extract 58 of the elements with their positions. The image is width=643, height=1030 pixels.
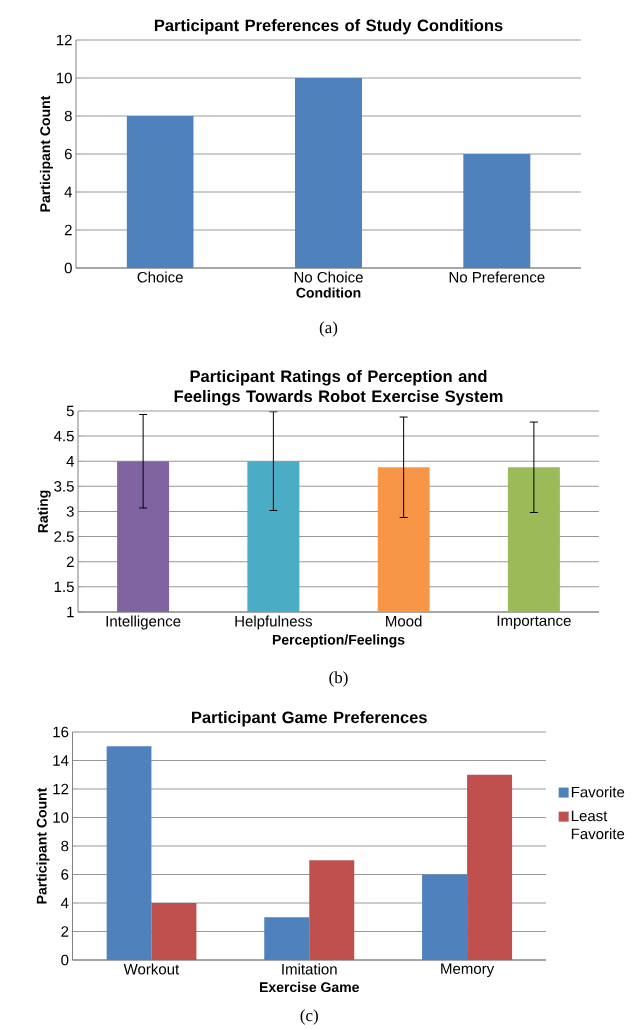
bar	[467, 774, 513, 960]
bar	[151, 903, 197, 960]
y-tick-label: 1.5	[54, 581, 74, 593]
legend-label: Favorite	[571, 786, 625, 798]
x-tick-label: Importance	[497, 615, 571, 629]
text: (b)	[329, 671, 348, 687]
y-tick-label: 14	[53, 755, 69, 766]
y-tick-label: 16	[53, 726, 69, 738]
chart-title: Participant Ratings of Perception and Feelings Towards Robot Exercise System	[174, 370, 503, 406]
y-tick-label: 12	[56, 34, 72, 46]
y-tick-label: 8	[61, 840, 69, 852]
y-tick-label: 2	[61, 926, 69, 937]
bar	[309, 860, 355, 960]
x-tick-label: No Preference	[449, 271, 545, 283]
y-tick-label: 2.5	[54, 531, 74, 542]
y-tick-label: 6	[61, 869, 69, 880]
y-tick-label: 10	[56, 72, 72, 84]
y-tick-label: 4.5	[53, 430, 74, 442]
y-tick-label: 1	[67, 606, 74, 618]
y-tick-label: 8	[64, 110, 72, 122]
y-tick-label: 4	[64, 186, 73, 198]
y-tick-label: 6	[64, 148, 72, 160]
y-tick-label: 4	[66, 456, 75, 467]
chart-title: Participant Game Preferences	[192, 711, 427, 727]
x-tick-label: Helpfulness	[235, 615, 312, 630]
bar	[126, 115, 194, 268]
x-tick-label: Workout	[123, 963, 180, 975]
bar	[422, 874, 468, 960]
x-tick-label: Memory	[441, 963, 495, 977]
text: (c)	[300, 1009, 318, 1025]
y-tick-label: 3.5	[54, 481, 74, 492]
y-axis-title: Rating	[37, 490, 51, 533]
y-tick-label: 3	[66, 506, 74, 517]
x-axis-title: Condition	[296, 287, 361, 298]
x-axis-title: Exercise Game	[259, 981, 359, 993]
y-tick-label: 0	[61, 954, 69, 966]
x-tick-label: Imitation	[282, 963, 337, 975]
y-tick-label: 12	[53, 783, 69, 795]
legend-label: Least Favorite	[571, 810, 625, 840]
y-tick-label: 5	[66, 405, 74, 417]
bar	[463, 153, 531, 268]
y-tick-label: 2	[66, 556, 74, 567]
text: (a)	[319, 321, 338, 337]
x-tick-label: Mood	[386, 615, 422, 627]
x-axis-title: Perception/Feelings	[272, 634, 405, 648]
x-tick-label: Choice	[137, 271, 183, 283]
y-axis-title: Participant Count	[36, 787, 50, 904]
y-tick-label: 10	[53, 812, 69, 823]
bar	[264, 917, 310, 960]
x-tick-label: No Choice	[294, 271, 363, 283]
y-axis-title: Participant Count	[39, 95, 53, 212]
y-tick-label: 0	[64, 262, 72, 274]
bar	[295, 77, 362, 268]
bar	[106, 746, 152, 960]
y-tick-label: 4	[60, 897, 69, 909]
chart-title: Participant Preferences of Study Conditions	[154, 19, 503, 35]
x-tick-label: Intelligence	[106, 615, 181, 630]
y-tick-label: 2	[64, 224, 72, 236]
